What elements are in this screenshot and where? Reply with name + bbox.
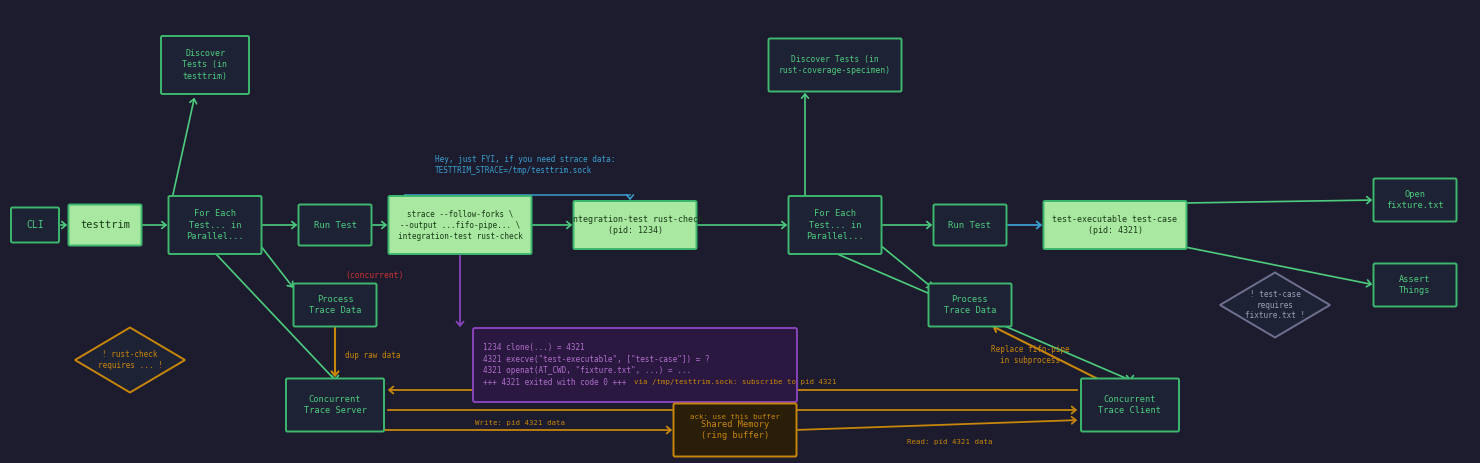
Text: CLI: CLI <box>27 220 44 230</box>
FancyBboxPatch shape <box>1373 179 1456 221</box>
Text: Concurrent
Trace Server: Concurrent Trace Server <box>303 395 367 415</box>
Text: Process
Trace Data: Process Trace Data <box>944 295 996 315</box>
Text: For Each
Test... in
Parallel...: For Each Test... in Parallel... <box>807 209 864 241</box>
Text: ! rust-check
requires ... !: ! rust-check requires ... ! <box>98 350 163 369</box>
Text: dup raw data: dup raw data <box>345 350 401 359</box>
Text: Discover
Tests (in
testtrim): Discover Tests (in testtrim) <box>182 50 228 81</box>
FancyBboxPatch shape <box>293 283 376 326</box>
Text: Discover Tests (in
rust-coverage-specimen): Discover Tests (in rust-coverage-specime… <box>778 55 891 75</box>
FancyBboxPatch shape <box>161 36 249 94</box>
FancyBboxPatch shape <box>286 378 383 432</box>
FancyBboxPatch shape <box>68 205 142 245</box>
Text: Read: pid 4321 data: Read: pid 4321 data <box>907 439 993 445</box>
Text: strace --follow-forks \
--output ...fifo-pipe... \
integration-test rust-check: strace --follow-forks \ --output ...fifo… <box>398 209 522 241</box>
Text: test-executable test-case
(pid: 4321): test-executable test-case (pid: 4321) <box>1052 215 1178 235</box>
Text: ack: use this buffer: ack: use this buffer <box>690 414 780 420</box>
Text: Write: pid 4321 data: Write: pid 4321 data <box>475 420 565 426</box>
Text: testtrim: testtrim <box>80 220 130 230</box>
FancyBboxPatch shape <box>673 403 796 457</box>
Text: ! test-case
requires
fixture.txt !: ! test-case requires fixture.txt ! <box>1245 290 1305 320</box>
Text: Open
fixture.txt: Open fixture.txt <box>1387 190 1444 210</box>
FancyBboxPatch shape <box>1080 378 1180 432</box>
Text: Concurrent
Trace Client: Concurrent Trace Client <box>1098 395 1162 415</box>
FancyBboxPatch shape <box>474 328 798 402</box>
FancyBboxPatch shape <box>1373 263 1456 307</box>
FancyBboxPatch shape <box>934 205 1006 245</box>
Text: integration-test rust-check
(pid: 1234): integration-test rust-check (pid: 1234) <box>567 215 703 235</box>
Text: Hey, just FYI, if you need strace data:
TESTTRIM_STRACE=/tmp/testtrim.sock: Hey, just FYI, if you need strace data: … <box>435 155 616 175</box>
FancyBboxPatch shape <box>10 207 59 243</box>
Text: Run Test: Run Test <box>949 220 992 230</box>
Text: Run Test: Run Test <box>314 220 357 230</box>
FancyBboxPatch shape <box>169 196 262 254</box>
FancyBboxPatch shape <box>768 38 901 92</box>
Text: (concurrent): (concurrent) <box>346 270 404 280</box>
FancyBboxPatch shape <box>299 205 371 245</box>
Text: For Each
Test... in
Parallel...: For Each Test... in Parallel... <box>186 209 244 241</box>
FancyBboxPatch shape <box>789 196 882 254</box>
FancyBboxPatch shape <box>928 283 1011 326</box>
Text: Shared Memory
(ring buffer): Shared Memory (ring buffer) <box>702 420 770 440</box>
Text: 1234 clone(...) = 4321
4321 execve("test-executable", ["test-case"]) = ?
4321 op: 1234 clone(...) = 4321 4321 execve("test… <box>482 343 709 387</box>
Polygon shape <box>1220 273 1331 338</box>
Text: via /tmp/testtrim.sock: subscribe to pid 4321: via /tmp/testtrim.sock: subscribe to pid… <box>633 379 836 385</box>
Text: Replace fifo-pipe
in subprocess: Replace fifo-pipe in subprocess <box>990 345 1070 365</box>
Polygon shape <box>75 327 185 393</box>
FancyBboxPatch shape <box>574 201 697 249</box>
Text: Process
Trace Data: Process Trace Data <box>309 295 361 315</box>
Text: Assert
Things: Assert Things <box>1399 275 1431 295</box>
FancyBboxPatch shape <box>388 196 531 254</box>
FancyBboxPatch shape <box>1043 201 1187 249</box>
